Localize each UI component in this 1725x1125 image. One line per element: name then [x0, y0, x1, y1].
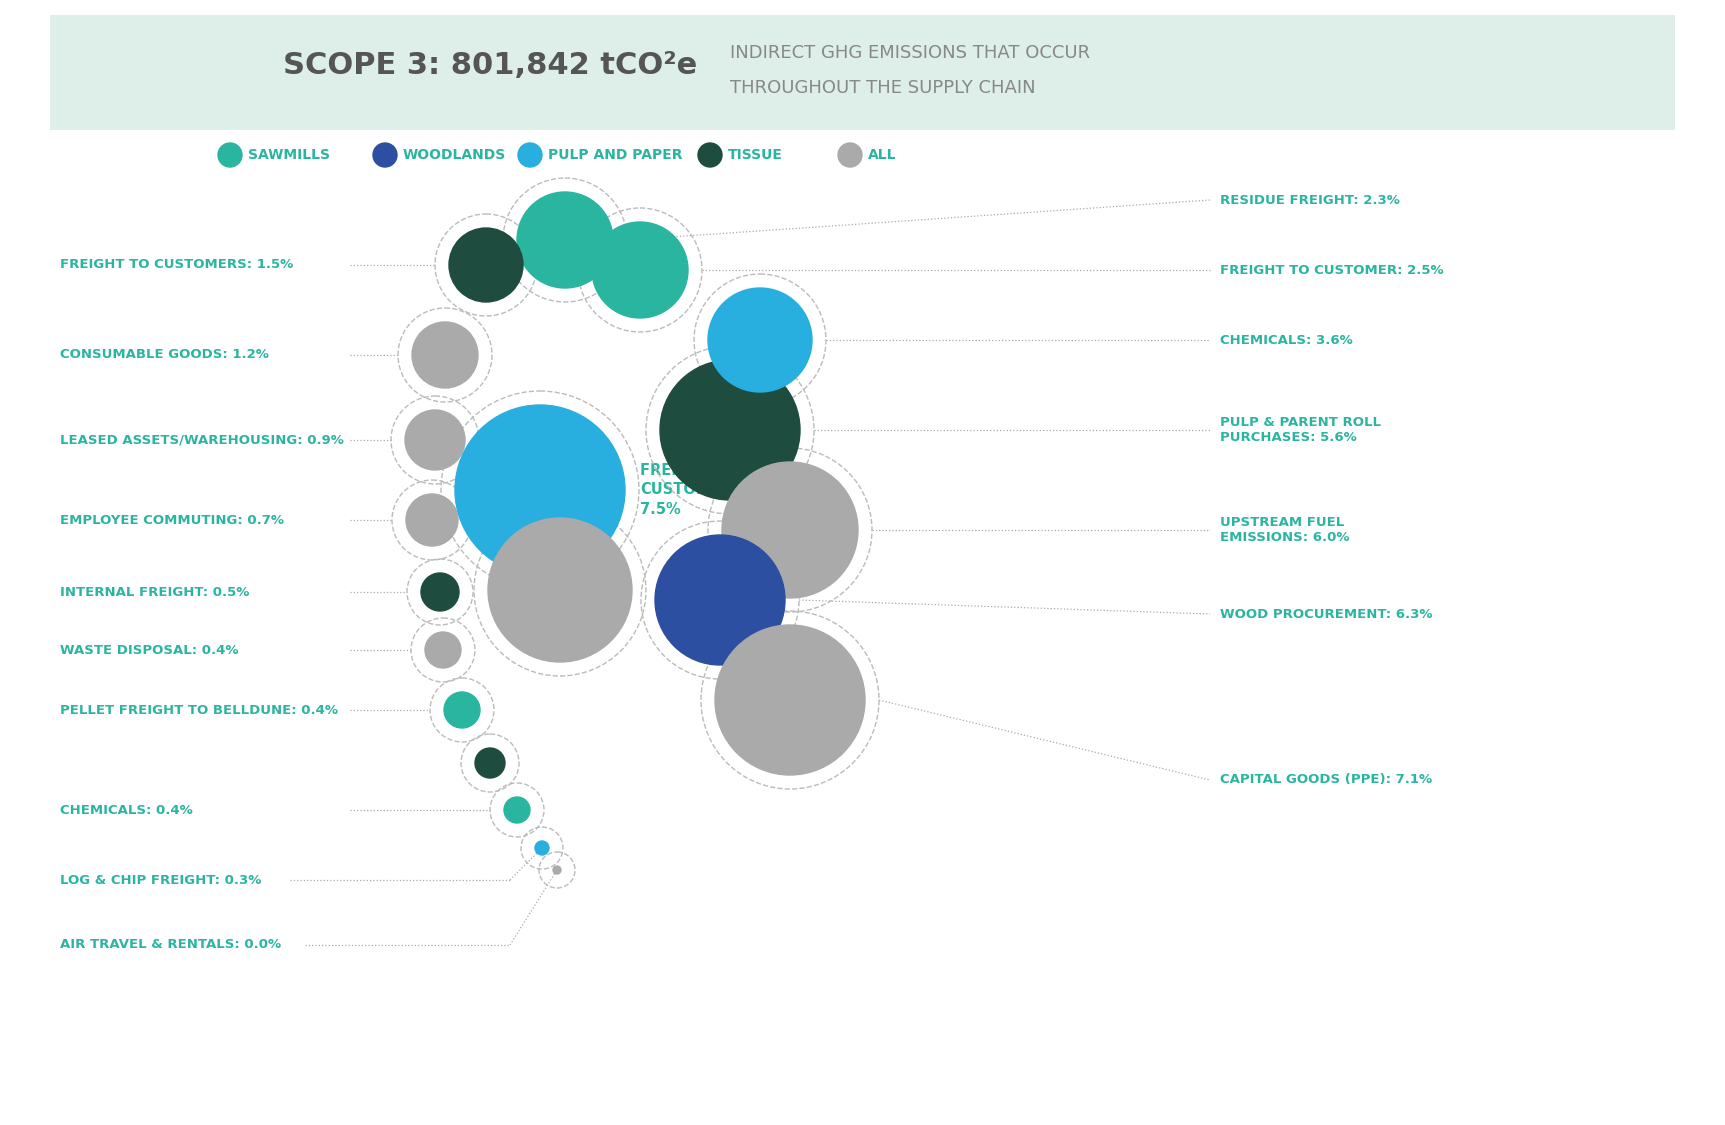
Text: TISSUE: TISSUE	[728, 148, 783, 162]
Circle shape	[373, 143, 397, 166]
Text: LEASED ASSETS/WAREHOUSING: 0.9%: LEASED ASSETS/WAREHOUSING: 0.9%	[60, 433, 343, 447]
Text: SCOPE 3: 801,842 tCO²e: SCOPE 3: 801,842 tCO²e	[283, 51, 697, 80]
Text: LOG & CHIP FREIGHT: 0.3%: LOG & CHIP FREIGHT: 0.3%	[60, 873, 262, 886]
Text: PULP & PARENT ROLL
PURCHASES: 5.6%: PULP & PARENT ROLL PURCHASES: 5.6%	[1220, 416, 1382, 444]
Text: UPSTREAM FUEL
EMISSIONS: 6.0%: UPSTREAM FUEL EMISSIONS: 6.0%	[1220, 516, 1349, 544]
Text: PELLET FREIGHT TO BELLDUNE: 0.4%: PELLET FREIGHT TO BELLDUNE: 0.4%	[60, 703, 338, 717]
Circle shape	[217, 143, 242, 166]
Text: FREIGHT TO CUSTOMER: 2.5%: FREIGHT TO CUSTOMER: 2.5%	[1220, 263, 1444, 277]
Circle shape	[504, 796, 530, 824]
Circle shape	[421, 573, 459, 611]
Circle shape	[656, 536, 785, 665]
Circle shape	[443, 692, 480, 728]
Text: SAWMILLS: SAWMILLS	[248, 148, 329, 162]
Text: WOODLANDS: WOODLANDS	[404, 148, 505, 162]
Text: THROUGHOUT THE SUPPLY CHAIN: THROUGHOUT THE SUPPLY CHAIN	[730, 79, 1035, 97]
Text: PULP AND PAPER: PULP AND PAPER	[549, 148, 683, 162]
Text: AIR TRAVEL & RENTALS: 0.0%: AIR TRAVEL & RENTALS: 0.0%	[60, 938, 281, 952]
Circle shape	[448, 228, 523, 302]
Text: WOOD PROCUREMENT: 6.3%: WOOD PROCUREMENT: 6.3%	[1220, 608, 1432, 621]
Circle shape	[518, 192, 612, 288]
Circle shape	[412, 322, 478, 388]
Text: WASTE DISPOSAL: 0.4%: WASTE DISPOSAL: 0.4%	[60, 644, 238, 657]
Circle shape	[424, 632, 461, 668]
Text: CAPITAL GOODS (PPE): 7.1%: CAPITAL GOODS (PPE): 7.1%	[1220, 774, 1432, 786]
Text: INTERNAL FREIGHT: 0.5%: INTERNAL FREIGHT: 0.5%	[60, 585, 250, 598]
Circle shape	[405, 494, 459, 546]
Text: CHEMICALS: 3.6%: CHEMICALS: 3.6%	[1220, 333, 1352, 346]
Text: CHEMICALS: 0.4%: CHEMICALS: 0.4%	[60, 803, 193, 817]
Circle shape	[714, 626, 864, 775]
Circle shape	[661, 360, 800, 500]
Circle shape	[518, 143, 542, 166]
Circle shape	[455, 405, 624, 575]
Circle shape	[474, 748, 505, 778]
Polygon shape	[50, 15, 1675, 130]
Text: CONSUMABLE GOODS: 1.2%: CONSUMABLE GOODS: 1.2%	[60, 349, 269, 361]
Text: RESIDUE FREIGHT: 2.3%: RESIDUE FREIGHT: 2.3%	[1220, 193, 1401, 207]
Circle shape	[699, 143, 723, 166]
Circle shape	[723, 462, 857, 598]
Text: FREIGHT TO
CUSTOMERS:
7.5%: FREIGHT TO CUSTOMERS: 7.5%	[640, 462, 749, 518]
Circle shape	[554, 866, 561, 874]
Text: INDIRECT GHG EMISSIONS THAT OCCUR: INDIRECT GHG EMISSIONS THAT OCCUR	[730, 44, 1090, 62]
Circle shape	[488, 518, 631, 662]
Circle shape	[405, 410, 466, 470]
Text: EMPLOYEE COMMUTING: 0.7%: EMPLOYEE COMMUTING: 0.7%	[60, 513, 285, 526]
Circle shape	[838, 143, 862, 166]
Circle shape	[592, 222, 688, 318]
Text: ALL: ALL	[868, 148, 897, 162]
Circle shape	[535, 842, 549, 855]
Circle shape	[707, 288, 812, 392]
Text: FREIGHT TO CUSTOMERS: 1.5%: FREIGHT TO CUSTOMERS: 1.5%	[60, 259, 293, 271]
